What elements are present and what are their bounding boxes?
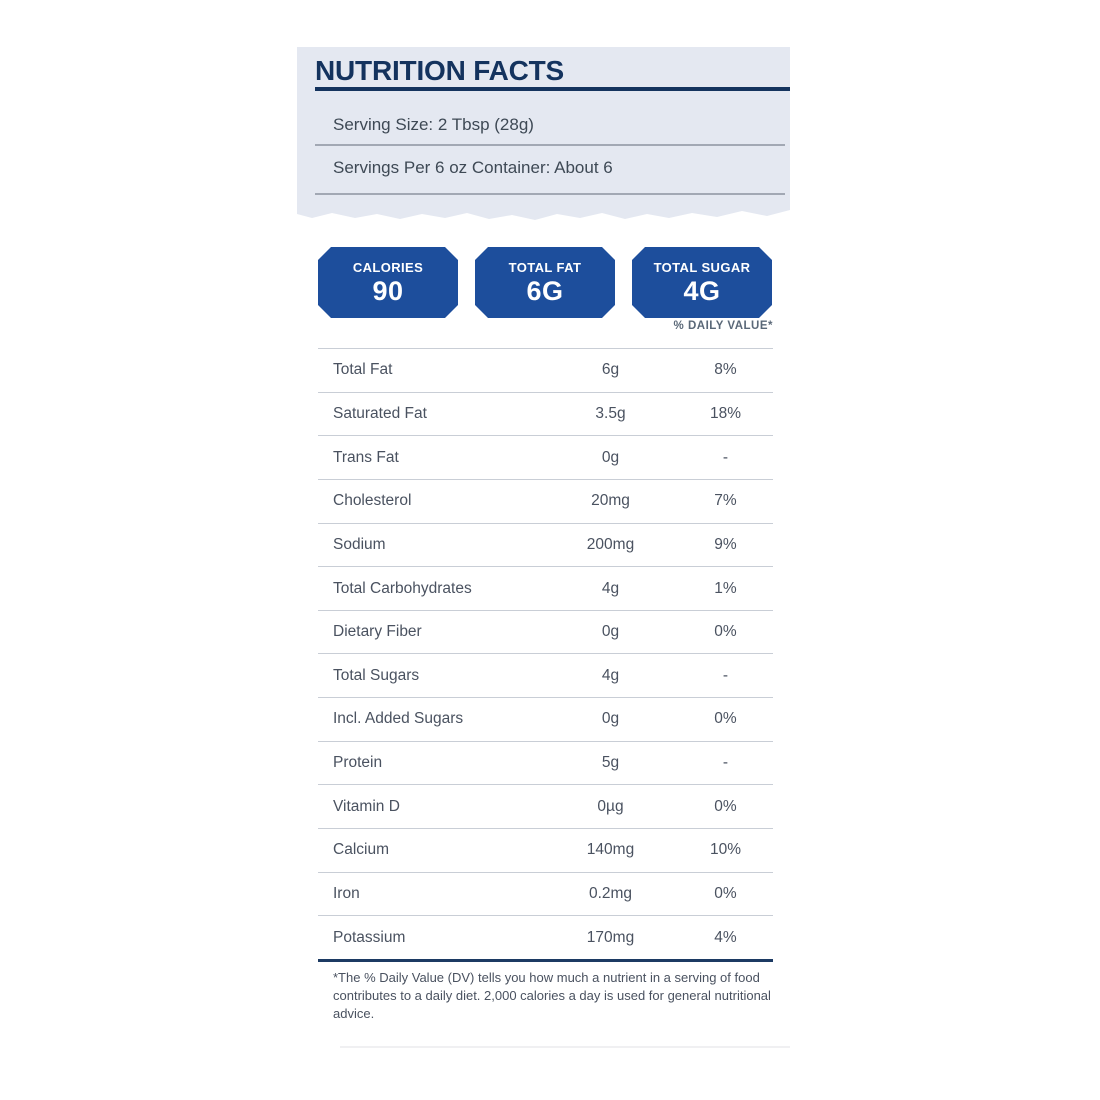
table-bottom-rule bbox=[318, 959, 773, 962]
nutrient-daily-value: 4% bbox=[714, 929, 737, 947]
table-row: Iron 0.2mg 0% bbox=[318, 873, 773, 917]
badge-label: TOTAL SUGAR bbox=[653, 260, 751, 275]
nutrient-daily-value: 9% bbox=[714, 535, 737, 553]
nutrient-label: Cholesterol bbox=[333, 492, 412, 510]
table-row: Total Fat 6g 8% bbox=[318, 349, 773, 393]
page-title: NUTRITION FACTS bbox=[315, 55, 564, 86]
table-row: Trans Fat 0g - bbox=[318, 436, 773, 480]
nutrient-daily-value: 0% bbox=[714, 710, 737, 728]
nutrient-daily-value: 0% bbox=[714, 797, 737, 815]
summary-badges: CALORIES 90 TOTAL FAT 6G TOTAL SUGAR 4G bbox=[318, 247, 772, 318]
nutrient-label: Sodium bbox=[333, 535, 386, 553]
nutrient-amount: 20mg bbox=[591, 492, 630, 510]
table-row: Calcium 140mg 10% bbox=[318, 829, 773, 873]
nutrient-label: Incl. Added Sugars bbox=[333, 710, 464, 728]
nutrient-amount: 0g bbox=[601, 623, 620, 641]
nutrient-daily-value: 8% bbox=[714, 361, 737, 379]
table-row: Total Sugars 4g - bbox=[318, 654, 773, 699]
table-row: Cholesterol 20mg 7% bbox=[318, 480, 773, 524]
faint-bottom-line bbox=[340, 1046, 790, 1048]
nutrient-label: Vitamin D bbox=[333, 797, 400, 815]
nutrient-daily-value: 18% bbox=[709, 404, 742, 422]
badge-value: 6G bbox=[526, 276, 564, 306]
nutrient-daily-value: 0% bbox=[714, 885, 737, 902]
header-divider bbox=[315, 193, 785, 195]
nutrient-daily-value: 10% bbox=[709, 841, 742, 859]
footnote-text: *The % Daily Value (DV) tells you how mu… bbox=[333, 970, 771, 1021]
nutrient-label: Potassium bbox=[333, 929, 406, 947]
summary-badge-total-fat: TOTAL FAT 6G bbox=[475, 247, 615, 318]
nutrient-amount: 0µg bbox=[597, 797, 624, 815]
nutrient-label: Total Fat bbox=[333, 361, 393, 379]
table-row: Total Carbohydrates 4g 1% bbox=[318, 567, 773, 611]
badge-label: CALORIES bbox=[352, 260, 424, 275]
title-underline bbox=[315, 87, 790, 91]
table-row: Saturated Fat 3.5g 18% bbox=[318, 393, 773, 437]
nutrient-daily-value: - bbox=[722, 754, 729, 772]
summary-badge-calories: CALORIES 90 bbox=[318, 247, 458, 318]
table-row: Protein 5g - bbox=[318, 742, 773, 786]
table-row: Incl. Added Sugars 0g 0% bbox=[318, 698, 773, 742]
nutrient-label: Iron bbox=[333, 885, 360, 902]
serving-size-text: Serving Size: 2 Tbsp (28g) bbox=[333, 115, 534, 134]
nutrient-amount: 4g bbox=[601, 579, 620, 597]
nutrient-label: Trans Fat bbox=[333, 448, 399, 466]
nutrient-amount: 3.5g bbox=[595, 404, 626, 422]
nutrient-label: Saturated Fat bbox=[333, 404, 427, 422]
nutrient-daily-value: - bbox=[722, 448, 729, 466]
nutrient-daily-value: 0% bbox=[714, 623, 737, 641]
nutrient-amount: 0g bbox=[601, 448, 620, 466]
badge-value: 90 bbox=[372, 276, 404, 306]
nutrient-label: Dietary Fiber bbox=[333, 623, 422, 641]
table-row: Vitamin D 0µg 0% bbox=[318, 785, 773, 830]
summary-badge-total-sugar: TOTAL SUGAR 4G bbox=[632, 247, 772, 318]
servings-per-container-text: Servings Per 6 oz Container: About 6 bbox=[333, 158, 613, 177]
badge-label: TOTAL FAT bbox=[508, 260, 582, 275]
nutrient-amount: 4g bbox=[601, 666, 620, 684]
nutrient-daily-value: 7% bbox=[714, 492, 737, 510]
header-divider bbox=[315, 144, 785, 146]
daily-value-header: % DAILY VALUE* bbox=[673, 320, 773, 332]
nutrient-amount: 140mg bbox=[586, 841, 635, 859]
table-row: Sodium 200mg 9% bbox=[318, 524, 773, 568]
nutrient-daily-value: - bbox=[722, 666, 729, 684]
nutrient-label: Total Sugars bbox=[333, 666, 420, 684]
nutrient-label: Calcium bbox=[333, 841, 389, 859]
nutrition-table: Total Fat 6g 8% Saturated Fat 3.5g 18% Trans F… bbox=[318, 348, 773, 960]
nutrient-amount: 6g bbox=[601, 361, 620, 379]
nutrient-amount: 0.2mg bbox=[588, 885, 633, 902]
table-row: Potassium 170mg 4% bbox=[318, 916, 773, 960]
nutrient-amount: 0g bbox=[601, 710, 620, 728]
nutrient-label: Protein bbox=[333, 754, 383, 772]
nutrient-daily-value: 1% bbox=[714, 579, 737, 597]
nutrient-amount: 170mg bbox=[586, 929, 635, 947]
table-row: Dietary Fiber 0g 0% bbox=[318, 611, 773, 655]
nutrient-amount: 5g bbox=[601, 754, 620, 772]
nutrient-amount: 200mg bbox=[586, 535, 635, 553]
badge-value: 4G bbox=[683, 276, 721, 306]
header-panel: NUTRITION FACTS Serving Size: 2 Tbsp (28… bbox=[297, 47, 790, 220]
nutrient-label: Total Carbohydrates bbox=[333, 579, 472, 597]
